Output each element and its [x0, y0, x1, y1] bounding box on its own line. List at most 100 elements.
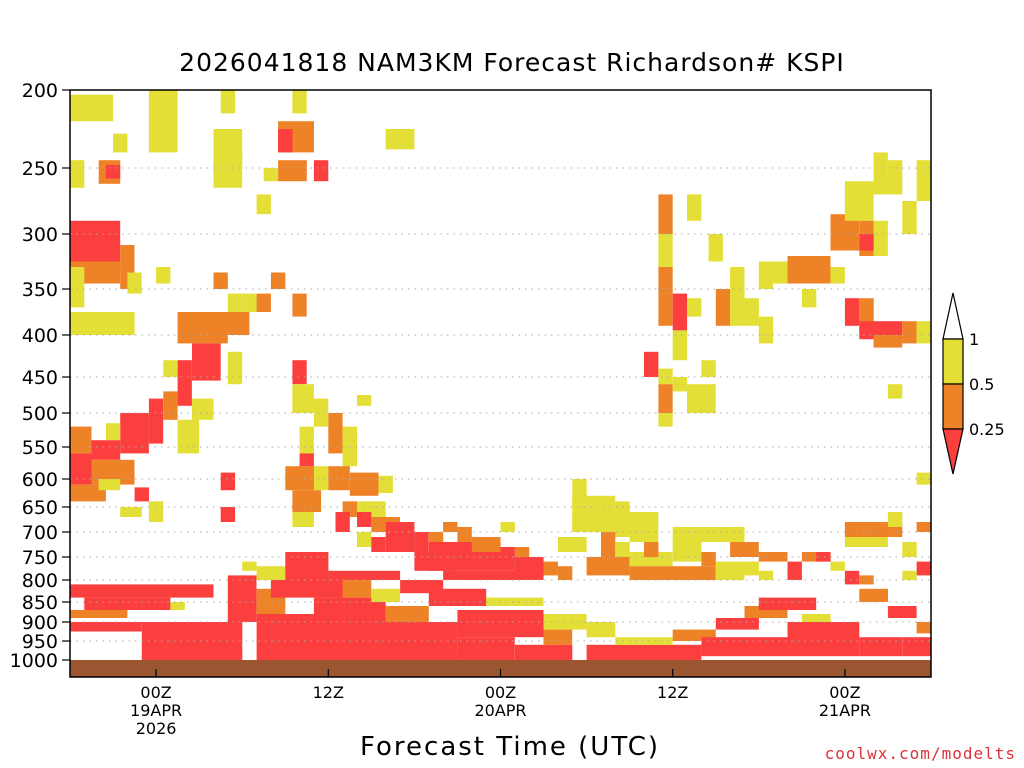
ri-cell: [299, 453, 314, 467]
y-tick-label: 850: [22, 592, 58, 614]
x-tick-label: 12Z: [313, 683, 344, 702]
ri-cell: [192, 398, 214, 420]
ri-cell: [801, 614, 831, 622]
ri-cell: [658, 368, 673, 385]
ri-cell: [457, 527, 472, 542]
ri-cell: [543, 629, 573, 645]
ri-cell: [357, 395, 372, 406]
legend-label: 1: [969, 330, 979, 349]
ri-cell: [844, 181, 874, 221]
ri-cell: [730, 267, 745, 326]
y-tick-label: 300: [22, 224, 58, 246]
ri-cell: [471, 537, 501, 552]
ri-cell: [278, 129, 293, 153]
heatmap-cells: [70, 90, 931, 660]
ri-cell: [887, 606, 917, 618]
ri-cell: [672, 542, 702, 562]
y-tick-label: 450: [22, 367, 58, 389]
ri-cell: [385, 606, 429, 622]
ri-cell: [371, 588, 400, 602]
ri-cell: [70, 312, 135, 335]
ri-cell: [385, 522, 415, 552]
ri-cell: [859, 588, 888, 602]
ri-cell: [148, 501, 164, 522]
x-tick-label: 20APR: [474, 701, 526, 720]
legend-label: 0.5: [969, 375, 994, 394]
ri-cell: [744, 561, 759, 576]
ri-cell: [313, 398, 329, 427]
ri-cell: [227, 293, 243, 317]
ri-cell: [163, 391, 178, 420]
x-tick-label: 19APR: [130, 701, 182, 720]
ri-cell: [177, 360, 192, 406]
ri-cell: [299, 426, 314, 454]
ri-cell: [672, 527, 745, 542]
ri-cell: [148, 90, 178, 153]
ri-cell: [148, 398, 164, 444]
ri-cell: [227, 575, 257, 622]
ri-cell: [887, 384, 903, 399]
ri-cell: [177, 312, 228, 344]
ri-cell: [859, 234, 874, 251]
y-tick-label: 650: [22, 497, 58, 519]
ri-cell: [658, 267, 673, 294]
ri-cell: [70, 160, 85, 188]
ri-cell: [220, 312, 250, 335]
ri-cell: [378, 475, 393, 493]
ri-cell: [687, 384, 716, 413]
ri-cell: [557, 537, 587, 552]
ri-cell: [902, 321, 917, 344]
ri-cell: [192, 343, 221, 381]
ri-cell: [227, 152, 243, 168]
ri-cell: [220, 90, 236, 114]
ri-cell: [830, 267, 845, 284]
ri-cell: [335, 512, 350, 532]
ri-cell: [844, 570, 860, 585]
ri-cell: [177, 419, 200, 454]
ri-cell: [873, 335, 903, 348]
ri-cell: [328, 570, 401, 580]
ri-cell: [220, 472, 236, 491]
y-tick-label: 950: [22, 631, 58, 653]
ri-cell: [84, 597, 171, 610]
ri-cell: [629, 512, 659, 542]
ri-cell: [658, 293, 673, 326]
x-tick-label: 12Z: [657, 683, 688, 702]
ri-cell: [586, 644, 702, 660]
ri-cell: [292, 360, 307, 385]
ri-cell: [443, 522, 458, 532]
ri-cell: [844, 298, 860, 326]
ri-cell: [758, 597, 817, 610]
ri-cell: [801, 289, 817, 308]
ri-cell: [91, 440, 121, 460]
ri-cell: [134, 487, 149, 502]
ri-cell: [644, 570, 673, 580]
ri-cell: [887, 512, 903, 527]
ri-cell: [313, 622, 458, 660]
ri-cell: [586, 557, 630, 576]
ri-cell: [292, 384, 314, 413]
ri-cell: [644, 542, 659, 557]
ri-cell: [292, 512, 314, 527]
ri-cell: [292, 293, 307, 317]
y-tick-label: 350: [22, 279, 58, 301]
ri-cell: [902, 637, 931, 657]
ri-cell: [500, 570, 544, 580]
ri-cell: [708, 234, 723, 262]
ri-cell: [220, 507, 236, 522]
ri-cell: [270, 272, 286, 289]
ri-cell: [342, 580, 372, 598]
ri-cell: [916, 522, 931, 532]
ri-cell: [586, 622, 616, 638]
y-tick-label: 600: [22, 469, 58, 491]
ri-cell: [557, 566, 573, 580]
ri-cell: [830, 561, 845, 571]
y-tick-label: 1000: [10, 650, 58, 672]
x-axis-label: Forecast Time (UTC): [359, 732, 660, 762]
chart-title: 2026041818 NAM3KM Forecast Richardson# K…: [179, 48, 845, 77]
ri-cell: [70, 453, 92, 485]
pressure-gridlines: [70, 167, 931, 642]
ri-cell: [256, 293, 271, 312]
ri-cell: [127, 272, 142, 294]
